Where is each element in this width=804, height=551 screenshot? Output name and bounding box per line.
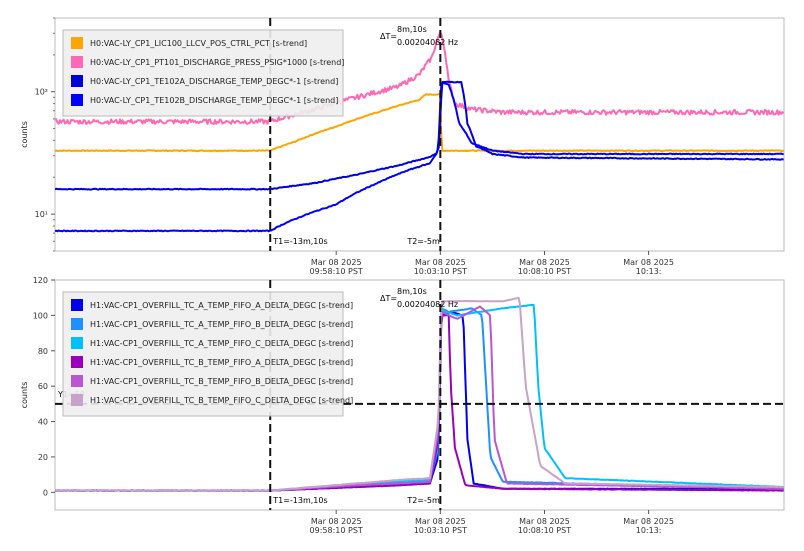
y-tick-label: 120	[33, 276, 48, 285]
legend: H0:VAC-LY_CP1_LIC100_LLCV_POS_CTRL_PCT […	[62, 29, 344, 117]
series-group	[55, 296, 784, 492]
legend-entry-label: H0:VAC-LY_CP1_LIC100_LLCV_POS_CTRL_PCT […	[90, 39, 307, 48]
series-line	[55, 80, 784, 191]
delta-t-label: ΔT=	[380, 294, 397, 303]
delta-frequency: 0.00204082 Hz	[397, 300, 458, 309]
y-tick-label: 0	[43, 488, 48, 497]
legend-entry-label: H1:VAC-CP1_OVERFILL_TC_A_TEMP_FIFO_B_DEL…	[90, 320, 353, 329]
series-line	[55, 81, 784, 233]
x-tick-label: 10:03:10 PST	[414, 267, 467, 276]
legend-swatch[interactable]	[71, 318, 83, 330]
legend-entry-label: H1:VAC-CP1_OVERFILL_TC_A_TEMP_FIFO_A_DEL…	[90, 301, 353, 310]
delta-t-label: ΔT=	[380, 32, 397, 41]
x-tick-label: Mar 08 2025	[519, 258, 570, 267]
legend-swatch[interactable]	[71, 75, 83, 87]
y-tick-label: 20	[38, 453, 48, 462]
legend-swatch[interactable]	[71, 299, 83, 311]
legend-entry-label: H0:VAC-LY_CP1_PT101_DISCHARGE_PRESS_PSIG…	[90, 58, 344, 67]
legend-entry-label: H1:VAC-CP1_OVERFILL_TC_A_TEMP_FIFO_C_DEL…	[90, 339, 353, 348]
x-tick-label: Mar 08 2025	[415, 258, 466, 267]
y-tick-label: 40	[38, 418, 48, 427]
y-axis-label: counts	[20, 121, 29, 148]
legend-swatch[interactable]	[71, 94, 83, 106]
time-cursor-label: T2=-5m	[406, 237, 440, 246]
legend-swatch[interactable]	[71, 394, 83, 406]
delta-t-value: 8m,10s	[397, 25, 427, 34]
legend-swatch[interactable]	[71, 337, 83, 349]
y-tick-label: 60	[38, 382, 48, 391]
time-cursor-label: T1=-13m,10s	[272, 237, 327, 246]
x-tick-label: Mar 08 2025	[519, 517, 570, 526]
x-tick-label: 09:58:10 PST	[310, 526, 363, 535]
legend: H1:VAC-CP1_OVERFILL_TC_A_TEMP_FIFO_A_DEL…	[62, 291, 353, 417]
legend-swatch[interactable]	[71, 356, 83, 368]
legend-box	[62, 29, 344, 117]
y-tick-label: 100	[33, 311, 48, 320]
y-tick-label: 10²	[35, 88, 48, 97]
x-tick-label: Mar 08 2025	[415, 517, 466, 526]
legend-entry-label: H0:VAC-LY_CP1_TE102A_DISCHARGE_TEMP_DEGC…	[90, 77, 338, 86]
legend-entry-label: H0:VAC-LY_CP1_TE102B_DISCHARGE_TEMP_DEGC…	[90, 96, 338, 105]
delta-t-value: 8m,10s	[397, 287, 427, 296]
legend-swatch[interactable]	[71, 375, 83, 387]
x-tick-label: Mar 08 2025	[311, 258, 362, 267]
legend-entry-label: H1:VAC-CP1_OVERFILL_TC_B_TEMP_FIFO_C_DEL…	[90, 396, 353, 405]
legend-entry-label: H1:VAC-CP1_OVERFILL_TC_B_TEMP_FIFO_A_DEL…	[90, 358, 353, 367]
time-cursor-label: T1=-13m,10s	[272, 496, 327, 505]
legend-swatch[interactable]	[71, 56, 83, 68]
x-tick-label: 09:58:10 PST	[310, 267, 363, 276]
delta-frequency: 0.00204082 Hz	[397, 38, 458, 47]
x-tick-label: Mar 08 2025	[623, 258, 674, 267]
x-tick-label: 10:03:10 PST	[414, 526, 467, 535]
x-tick-label: 10:08:10 PST	[518, 526, 571, 535]
series-line	[55, 93, 784, 153]
x-tick-label: 10:13:	[636, 267, 662, 276]
x-tick-label: 10:08:10 PST	[518, 267, 571, 276]
y-axis-label: counts	[20, 382, 29, 409]
x-tick-label: Mar 08 2025	[623, 517, 674, 526]
series-line	[55, 296, 784, 492]
y-tick-label: 80	[38, 347, 48, 356]
x-tick-label: 10:13:	[636, 526, 662, 535]
series-line	[55, 32, 784, 125]
x-tick-label: Mar 08 2025	[311, 517, 362, 526]
legend-box	[62, 291, 344, 417]
y-tick-label: 10¹	[35, 210, 48, 219]
time-cursor-label: T2=-5m	[406, 496, 440, 505]
legend-swatch[interactable]	[71, 37, 83, 49]
series-group	[55, 32, 784, 233]
legend-entry-label: H1:VAC-CP1_OVERFILL_TC_B_TEMP_FIFO_B_DEL…	[90, 377, 353, 386]
